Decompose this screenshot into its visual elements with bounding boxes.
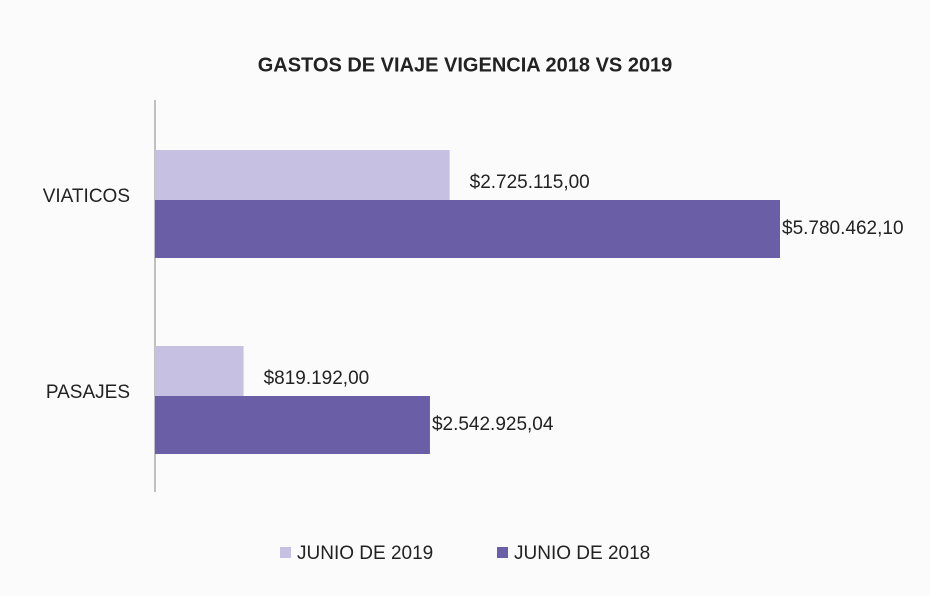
bar [155, 396, 430, 454]
bar [155, 150, 450, 200]
category-label: VIATICOS [43, 186, 130, 207]
bar [155, 346, 244, 396]
category-label: PASAJES [46, 382, 130, 403]
legend-label: JUNIO DE 2018 [514, 543, 650, 564]
legend-label: JUNIO DE 2019 [297, 543, 433, 564]
bar [155, 200, 780, 258]
value-label: $819.192,00 [264, 368, 370, 389]
value-label: $2.542.925,04 [432, 414, 554, 435]
value-label: $5.780.462,10 [782, 218, 904, 239]
chart-title: GASTOS DE VIAJE VIGENCIA 2018 VS 2019 [258, 54, 673, 76]
value-label: $2.725.115,00 [470, 172, 590, 193]
legend-swatch [497, 547, 508, 558]
legend-swatch [280, 547, 291, 558]
